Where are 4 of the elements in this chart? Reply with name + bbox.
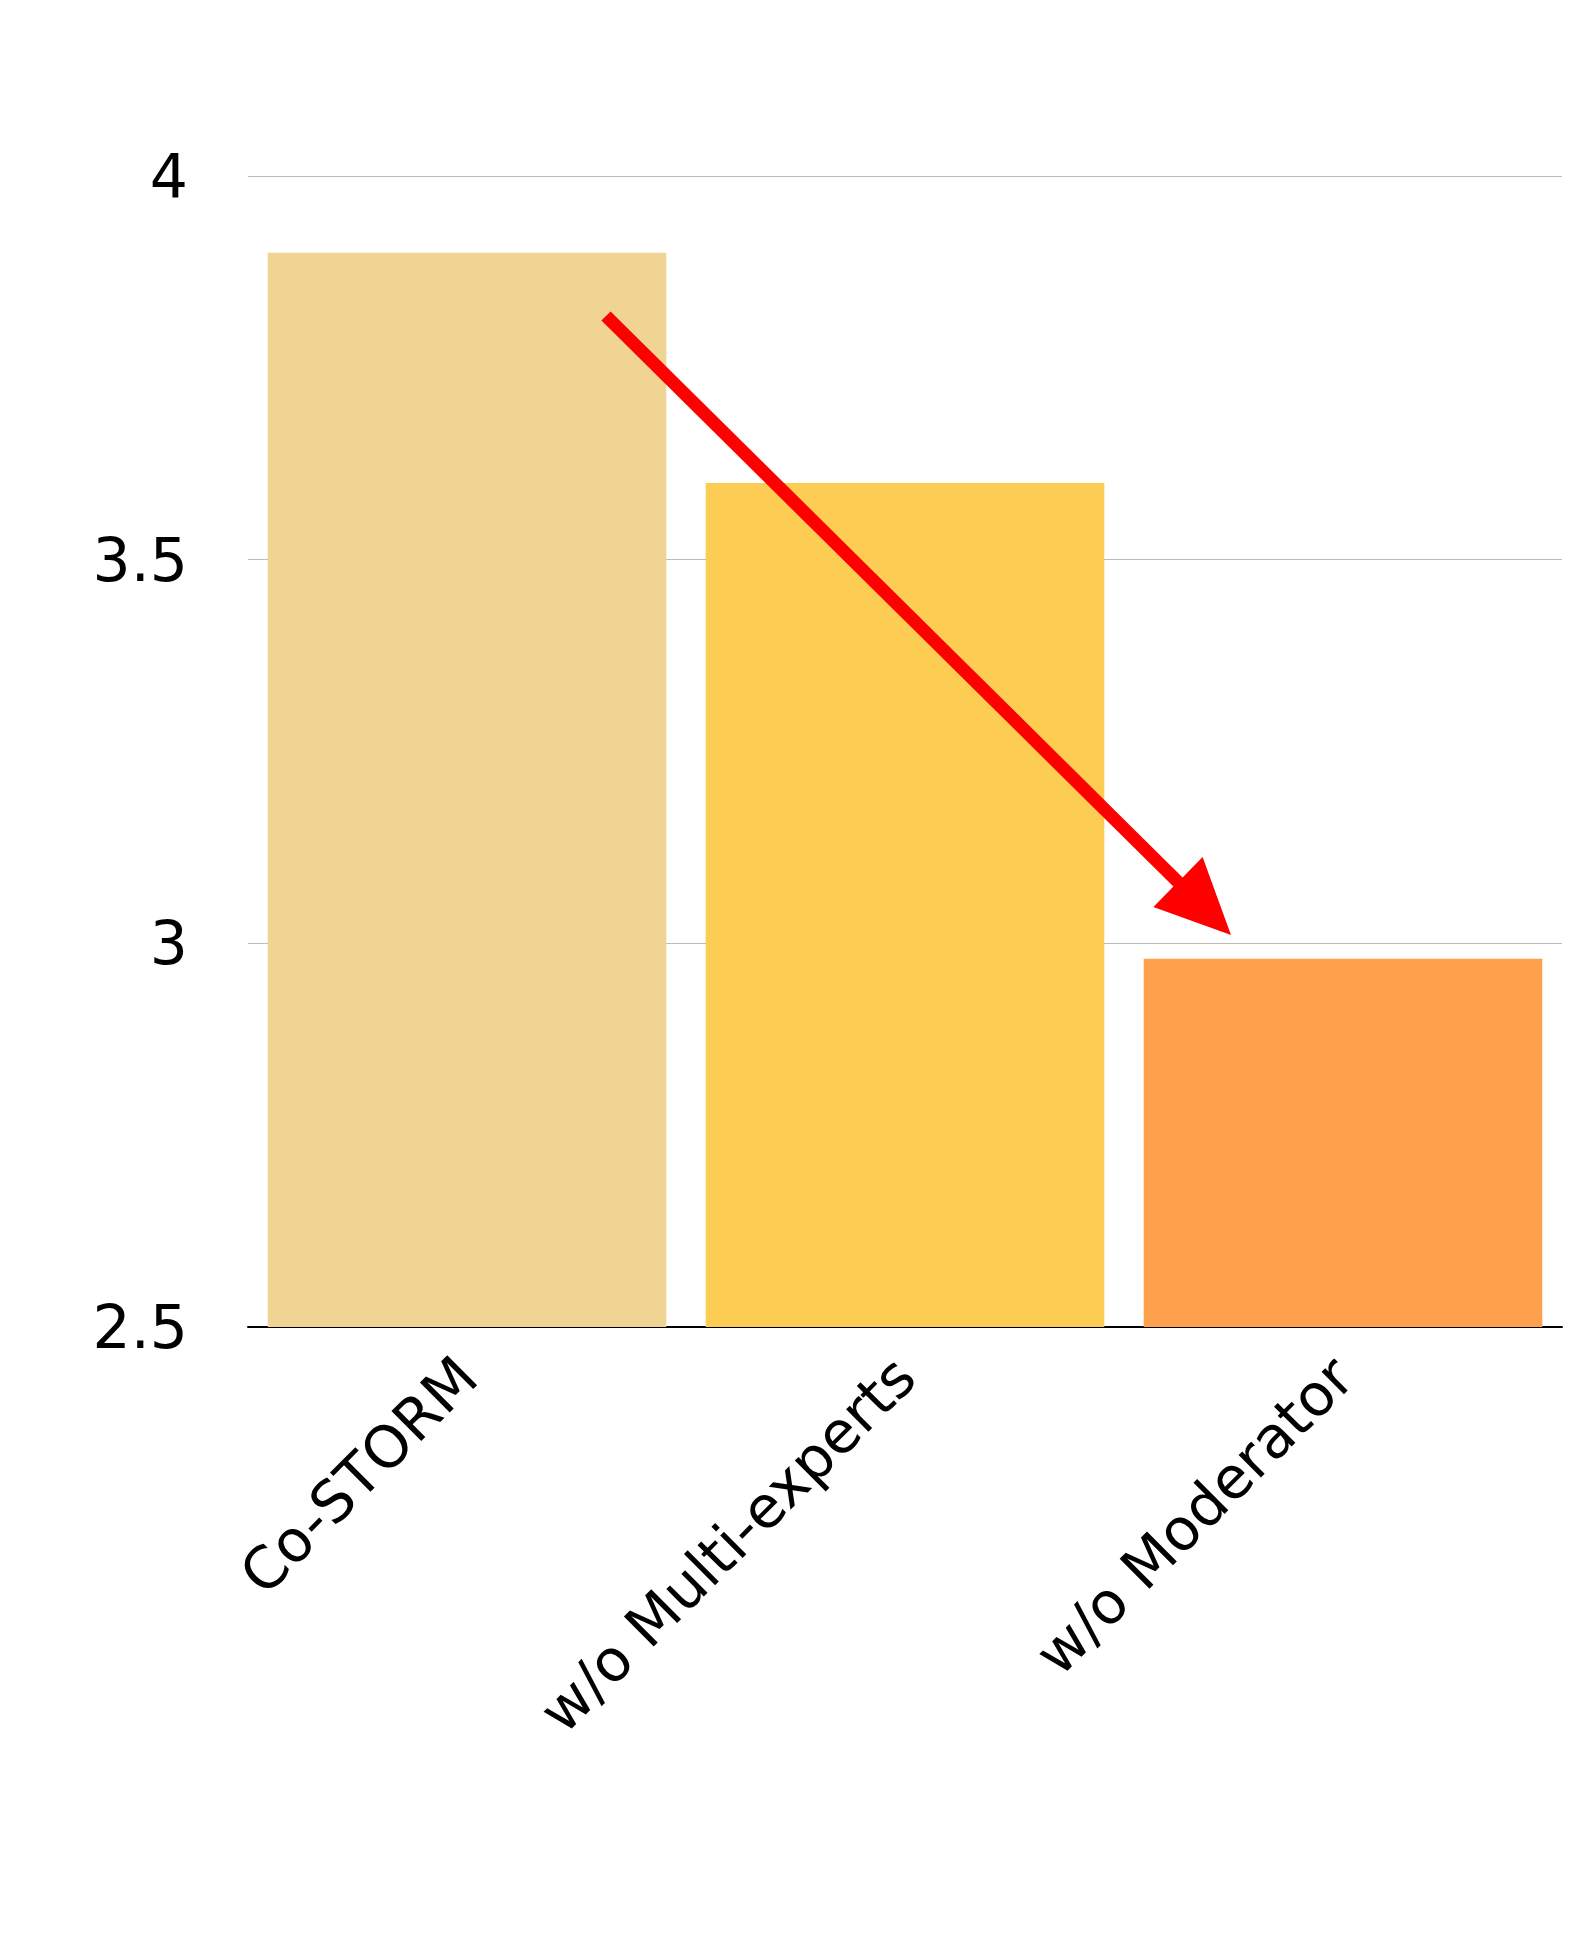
y-tick-label: 3.5: [92, 524, 188, 595]
y-tick-label: 4: [149, 141, 188, 211]
y-tick-label: 2.5: [92, 1292, 188, 1362]
y-tick-label: 3: [149, 908, 188, 979]
